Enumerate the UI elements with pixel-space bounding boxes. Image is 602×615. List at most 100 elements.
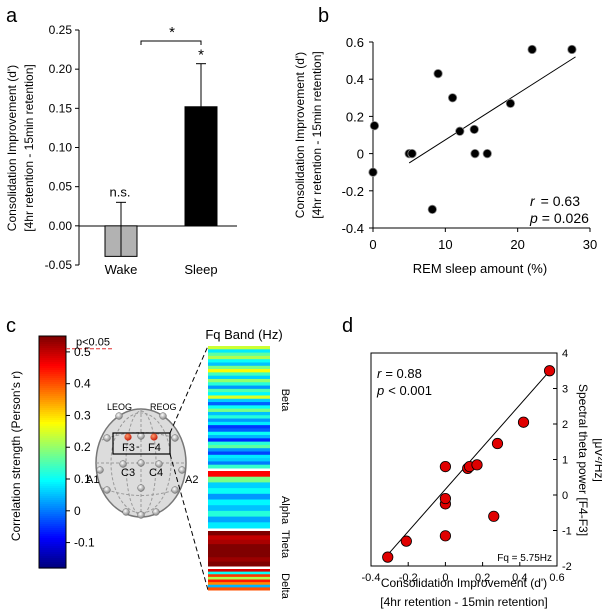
heatmap-cell-beta xyxy=(208,372,270,377)
zoom-line-top xyxy=(169,345,209,434)
c-colorbar-cell xyxy=(39,558,66,561)
electrode-label-a2: A2 xyxy=(185,474,198,486)
electrode xyxy=(137,484,145,492)
c-colorbar-cell xyxy=(39,390,66,393)
electrode-label-reog: REOG xyxy=(150,402,177,412)
a-ylabel-line1: Consolidation Improvement (d') xyxy=(5,65,19,231)
c-colorbar-cell xyxy=(39,338,66,341)
heatmap-cell-beta xyxy=(208,461,270,466)
c-colorbar-cell xyxy=(39,454,66,457)
a-significance-bracket xyxy=(140,40,202,45)
d-ylabel-line1: Spectral theta power [F4-F3] xyxy=(576,384,590,536)
c-colorbar-tick-label: 0.5 xyxy=(74,345,91,359)
c-colorbar-cell xyxy=(39,530,66,533)
heatmap-cell-beta xyxy=(208,411,270,416)
c-colorbar-cell xyxy=(39,472,66,475)
b-ylabel-line2: [4hr retention - 15min retention] xyxy=(310,51,324,218)
c-colorbar-cell xyxy=(39,422,66,425)
c-band-heatmap xyxy=(208,346,270,591)
c-colorbar-cell xyxy=(39,428,66,431)
electrode-f4 xyxy=(150,433,158,441)
a-ytick-label: 0.10 xyxy=(49,141,73,155)
c-colorbar-cell xyxy=(39,376,66,379)
c-colorbar-cell xyxy=(39,440,66,443)
c-colorbar-cell xyxy=(39,520,66,523)
c-colorbar-cell xyxy=(39,514,66,517)
c-colorbar-cell xyxy=(39,392,66,395)
heatmap-cell-delta xyxy=(208,571,270,575)
b-ytick-label: 0 xyxy=(357,147,364,162)
d-stat-p: p < 0.001 xyxy=(376,383,432,398)
a-bracket-star: * xyxy=(169,24,175,41)
a-ytick-label: -0.05 xyxy=(45,258,73,272)
c-colorbar-cell xyxy=(39,388,66,391)
c-colorbar-cell xyxy=(39,524,66,527)
a-ytick-label: 0.05 xyxy=(49,180,73,194)
heatmap-cell-delta xyxy=(208,569,270,573)
c-colorbar-cell xyxy=(39,492,66,495)
b-data-point xyxy=(369,121,380,131)
b-xtick-label: 10 xyxy=(438,237,452,252)
c-colorbar-cell xyxy=(39,374,66,377)
d-ytick-label: 4 xyxy=(562,348,568,360)
heatmap-cell-theta xyxy=(208,557,270,563)
heatmap-cell-beta xyxy=(208,454,270,459)
c-colorbar-cell xyxy=(39,362,66,365)
d-data-point xyxy=(491,437,504,450)
f3-f4-highlight-box xyxy=(112,432,171,455)
heatmap-cell-theta xyxy=(208,539,270,545)
b-ylabel-line1: Consolidation Improvement (d') xyxy=(293,52,307,218)
c-colorbar-tick-label: 0.3 xyxy=(74,408,91,422)
c-colorbar-cell xyxy=(39,468,66,471)
heatmap-cell-alpha xyxy=(208,505,270,512)
heatmap-cell-beta xyxy=(208,388,270,393)
band-label-beta: Beta xyxy=(279,389,291,413)
electrode-f3 xyxy=(124,433,132,441)
a-annotation-sleep-star: * xyxy=(198,47,204,64)
c-colorbar-cell xyxy=(39,382,66,385)
b-data-point xyxy=(469,124,479,135)
heatmap-cell-beta xyxy=(208,408,270,413)
c-colorbar-cell xyxy=(39,398,66,401)
d-xtick-label: 0.4 xyxy=(512,572,527,584)
electrode-label-f3: F3 xyxy=(122,442,135,454)
heatmap-cell-beta xyxy=(208,405,270,410)
heatmap-cell-alpha xyxy=(208,522,270,529)
heatmap-cell-theta xyxy=(208,535,270,541)
heatmap-cell-beta xyxy=(208,431,270,436)
heatmap-cell-alpha xyxy=(208,493,270,500)
c-colorbar-tick-label: 0.4 xyxy=(74,377,91,391)
c-colorbar-cell xyxy=(39,350,66,353)
electrode xyxy=(171,434,179,442)
electrode xyxy=(137,511,145,519)
b-ytick-label: -0.2 xyxy=(342,184,364,199)
electrode-label-dash: - xyxy=(136,441,140,453)
band-label-delta: Delta xyxy=(279,573,291,600)
heatmap-cell-beta xyxy=(208,444,270,449)
c-colorbar-cell xyxy=(39,396,66,399)
c-colorbar-cell xyxy=(39,550,66,553)
c-colorbar-cell xyxy=(39,462,66,465)
c-colorbar-cell xyxy=(39,504,66,507)
c-colorbar-cell xyxy=(39,536,66,539)
heatmap-cell-alpha xyxy=(208,516,270,523)
c-colorbar-cell xyxy=(39,516,66,519)
c-colorbar-cell xyxy=(39,342,66,345)
d-stat-r: r = 0.88 xyxy=(377,366,422,381)
heatmap-cell-alpha xyxy=(208,471,270,478)
c-colorbar-cell xyxy=(39,336,66,339)
electrode xyxy=(96,466,104,474)
c-colorbar-cell xyxy=(39,436,66,439)
c-colorbar-cell xyxy=(39,366,66,369)
electrode xyxy=(178,466,186,474)
d-data-point xyxy=(543,365,556,377)
b-points xyxy=(368,44,577,214)
heatmap-cell-beta xyxy=(208,375,270,380)
heatmap-cell-beta xyxy=(208,415,270,420)
c-colorbar-cell xyxy=(39,386,66,389)
heatmap-cell-beta xyxy=(208,395,270,400)
electrode xyxy=(137,459,145,467)
head-electrode-map: F3 - F4 LEOG REOG C3 C4 A1 A2 xyxy=(86,402,198,519)
a-y-ticks: -0.05 0.00 0.05 0.10 0.15 0.20 0.25 xyxy=(45,23,79,272)
c-colorbar-cell xyxy=(39,442,66,445)
